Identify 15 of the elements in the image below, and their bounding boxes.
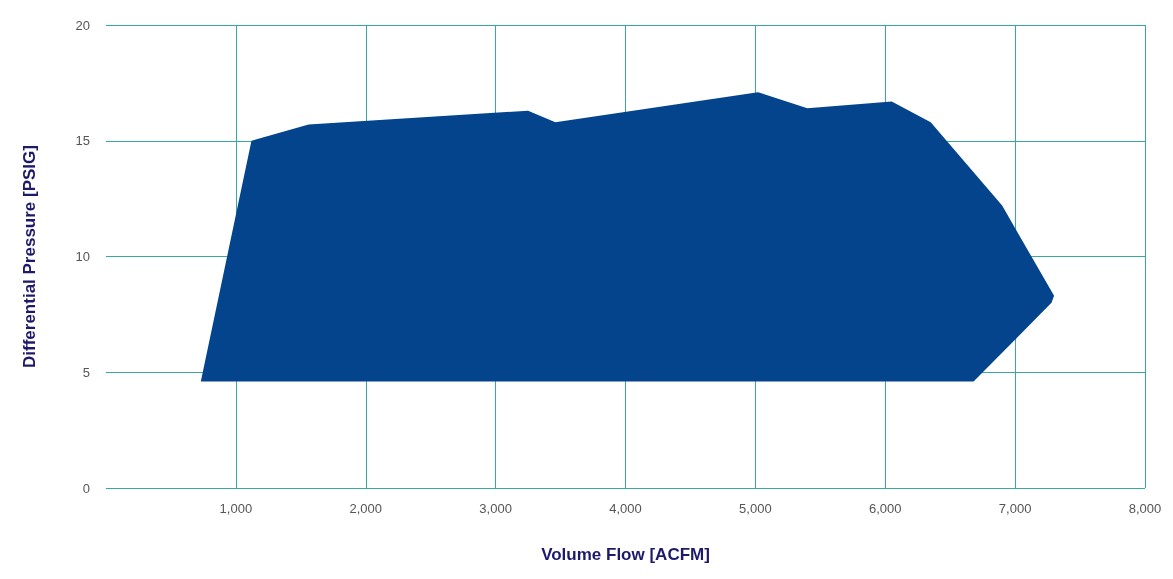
x-tick-label: 7,000: [998, 501, 1032, 516]
y-tick-label: 10: [75, 249, 90, 264]
x-tick-label: 5,000: [739, 501, 772, 516]
y-axis-title: Differential Pressure [PSIG]: [20, 145, 39, 368]
y-tick-label: 0: [82, 480, 90, 496]
x-tick-label: 4,000: [609, 501, 642, 516]
x-axis-title: Volume Flow [ACFM]: [541, 545, 710, 564]
y-tick-label: 20: [75, 17, 90, 33]
x-tick-label: 6,000: [868, 501, 902, 516]
x-tick-label: 3,000: [479, 501, 512, 516]
y-tick-label: 15: [75, 133, 90, 149]
x-tick-label: 8,000: [1128, 501, 1162, 516]
x-tick-label: 1,000: [219, 501, 253, 516]
x-tick-label: 2,000: [349, 501, 383, 516]
y-tick-label: 5: [82, 364, 90, 380]
